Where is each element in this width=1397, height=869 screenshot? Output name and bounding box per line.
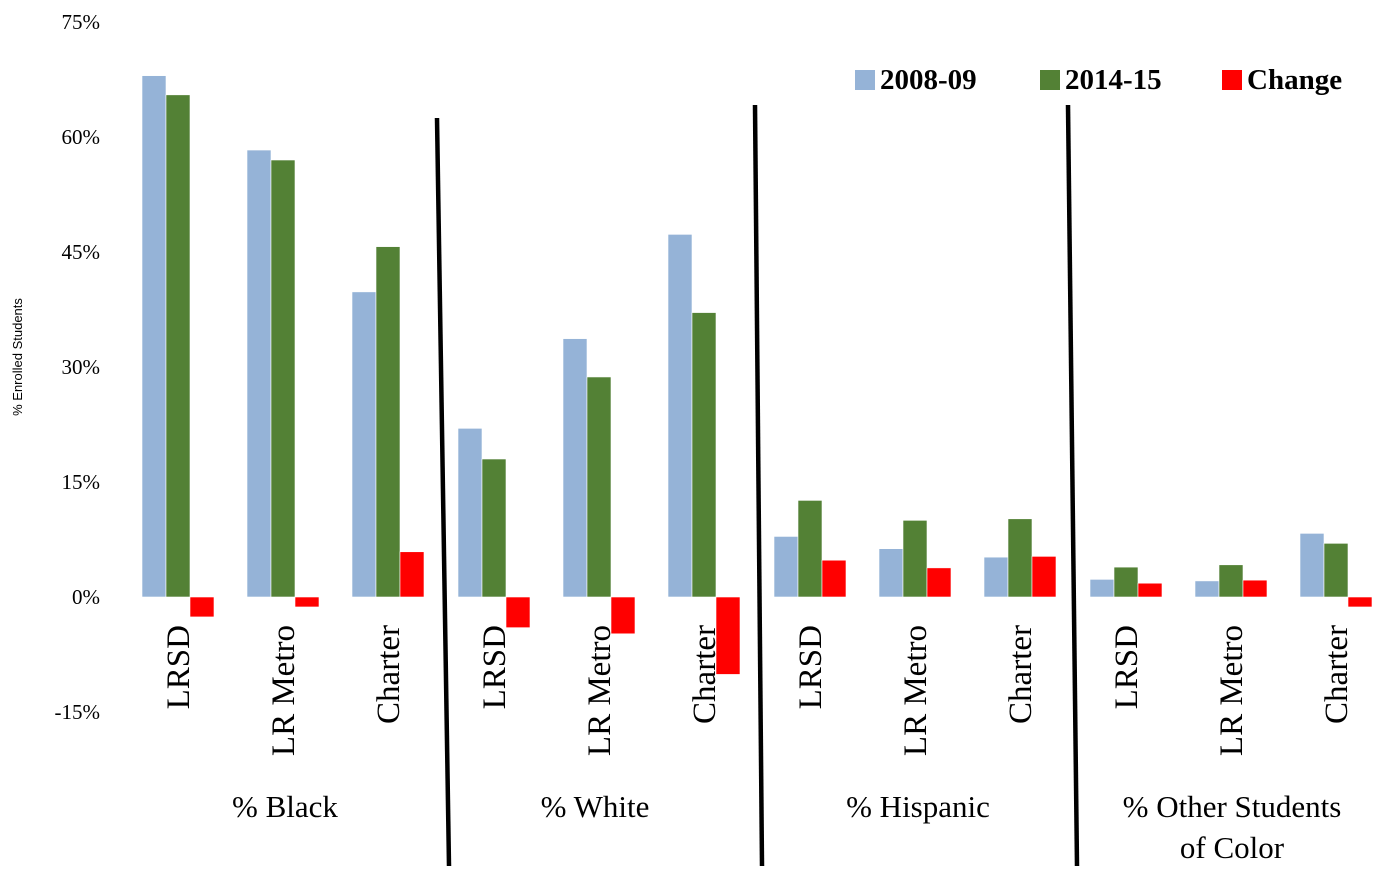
category-label: LRSD [793, 625, 829, 709]
bar-2008-09 [351, 291, 377, 598]
bar-2014-15 [270, 159, 296, 598]
bars [141, 75, 1373, 675]
legend: 2008-09 2014-15 Change [855, 64, 1342, 96]
bar-Change [1242, 579, 1268, 598]
group-separator [752, 104, 765, 867]
bar-2008-09 [667, 234, 693, 598]
legend-label: 2008-09 [880, 64, 977, 96]
bar-2014-15 [1007, 518, 1033, 598]
bar-2008-09 [1299, 533, 1325, 598]
bar-Change [505, 596, 531, 628]
y-axis-label: % Enrolled Students [10, 298, 25, 416]
bar-2014-15 [1113, 566, 1139, 598]
bar-Change [294, 596, 320, 608]
category-label: Charter [687, 625, 723, 724]
legend-swatch [855, 70, 875, 90]
y-tick-label: 45% [62, 240, 101, 264]
bar-2008-09 [1089, 579, 1115, 598]
bar-2008-09 [773, 536, 799, 598]
y-tick-label: 30% [62, 355, 101, 379]
group-label: % Other Students of Color [1123, 789, 1342, 865]
legend-swatch [1222, 70, 1242, 90]
category-label: Charter [1003, 625, 1039, 724]
bar-Change [610, 596, 636, 635]
y-tick-label: 60% [62, 125, 101, 149]
group-label: % Black [232, 789, 338, 824]
category-label: Charter [371, 625, 407, 724]
bar-2008-09 [141, 75, 167, 598]
group-label-line: of Color [1180, 830, 1285, 865]
category-labels: LRSD LR Metro Charter LRSD LR Metro Charter LR… [161, 625, 1355, 756]
category-label: LR Metro [582, 625, 618, 756]
bar-2014-15 [797, 500, 823, 598]
bar-Change [926, 567, 952, 598]
bar-Change [189, 596, 215, 618]
group-separator [1065, 104, 1080, 867]
group-label: % Hispanic [846, 789, 990, 824]
bar-Change [715, 596, 741, 675]
bar-2014-15 [165, 94, 191, 598]
y-tick-label: 15% [62, 470, 101, 494]
y-tick-label: 75% [62, 10, 101, 34]
legend-swatch [1040, 70, 1060, 90]
category-label: LRSD [1109, 625, 1145, 709]
separators [434, 104, 1080, 867]
bar-2008-09 [246, 149, 272, 598]
category-label: LR Metro [1214, 625, 1250, 756]
bar-2008-09 [562, 338, 588, 598]
category-label: Charter [1319, 625, 1355, 724]
y-tick-label: -15% [55, 700, 101, 724]
bar-2008-09 [983, 556, 1009, 598]
bar-Change [1347, 596, 1373, 608]
bar-Change [399, 551, 425, 598]
bar-2008-09 [1194, 580, 1220, 598]
bar-2014-15 [1218, 564, 1244, 598]
category-label: LRSD [161, 625, 197, 709]
group-labels: % Black % White % Hispanic % Other Students… [232, 789, 1341, 865]
bar-2014-15 [481, 458, 507, 598]
bar-Change [1137, 582, 1163, 598]
bar-2014-15 [691, 312, 717, 598]
bar-2014-15 [586, 376, 612, 598]
bar-2014-15 [902, 520, 928, 598]
bar-2008-09 [457, 428, 483, 598]
bar-2014-15 [375, 246, 401, 598]
group-separator [434, 117, 452, 867]
category-label: LRSD [477, 625, 513, 709]
category-label: LR Metro [266, 625, 302, 756]
category-label: LR Metro [898, 625, 934, 756]
y-axis: -15% 0% 15% 30% 45% 60% 75% % Enrolled Students [10, 10, 100, 724]
group-label-line: % Other Students [1123, 789, 1342, 824]
legend-label: Change [1247, 64, 1342, 96]
bar-2008-09 [878, 548, 904, 598]
bar-2014-15 [1323, 543, 1349, 598]
y-tick-label: 0% [72, 585, 100, 609]
bar-Change [1031, 556, 1057, 598]
group-label: % White [541, 789, 650, 824]
legend-label: 2014-15 [1065, 64, 1162, 96]
bar-Change [821, 559, 847, 598]
